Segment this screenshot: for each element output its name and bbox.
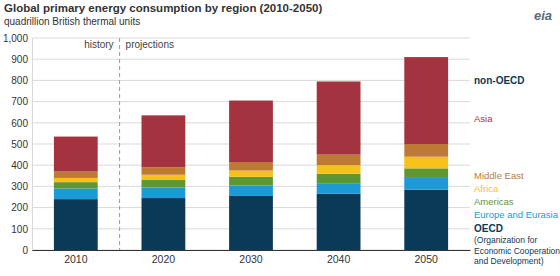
legend-entry: Asia bbox=[474, 113, 493, 124]
y-tick: 500 bbox=[11, 139, 32, 150]
bar bbox=[142, 115, 186, 167]
y-tick-label: 400 bbox=[11, 160, 28, 171]
bar bbox=[142, 180, 186, 187]
y-tick: 100 bbox=[11, 224, 32, 235]
y-tick-label: 200 bbox=[11, 202, 28, 213]
bar bbox=[142, 187, 186, 198]
y-axis-line bbox=[32, 39, 33, 251]
period-label: history bbox=[84, 39, 113, 50]
y-tick: 700 bbox=[11, 96, 32, 107]
x-tick-label: 2050 bbox=[415, 253, 439, 265]
x-tick: 2030 bbox=[239, 250, 263, 265]
bar bbox=[142, 175, 186, 180]
bar bbox=[404, 178, 448, 190]
bar bbox=[317, 194, 361, 250]
logo: eia bbox=[534, 8, 552, 23]
x-axis-line bbox=[33, 250, 471, 251]
legend: non-OECD OECD(Organization forEconomic Co… bbox=[474, 75, 560, 266]
bar bbox=[54, 182, 98, 188]
x-tick: 2050 bbox=[415, 250, 439, 265]
bar bbox=[54, 199, 98, 250]
chart: Global primary energy consumption by reg… bbox=[0, 0, 560, 276]
y-tick-label: 500 bbox=[11, 139, 28, 150]
bar bbox=[317, 155, 361, 166]
x-tick: 2020 bbox=[152, 250, 176, 265]
series bbox=[54, 190, 448, 250]
bar bbox=[404, 144, 448, 157]
bar bbox=[317, 165, 361, 173]
y-tick-label: 0 bbox=[22, 245, 28, 256]
y-tick: 1,000 bbox=[3, 33, 32, 44]
legend-entry: Africa bbox=[474, 183, 499, 194]
bar bbox=[229, 162, 273, 170]
bar bbox=[404, 57, 448, 144]
x-tick: 2010 bbox=[64, 250, 88, 265]
series bbox=[54, 57, 448, 171]
y-tick-label: 300 bbox=[11, 181, 28, 192]
bar bbox=[54, 189, 98, 200]
bar bbox=[229, 185, 273, 196]
bar bbox=[317, 183, 361, 194]
legend-entry: Americas bbox=[474, 196, 514, 207]
x-axis: 2010 2020 2030 2040 2050 bbox=[33, 250, 471, 265]
bars bbox=[54, 57, 448, 250]
subtitle: quadrillion British thermal units bbox=[4, 16, 140, 27]
legend-entry: Europe and Eurasia bbox=[474, 209, 559, 220]
period-divider bbox=[119, 38, 120, 250]
legend-note: Economic Cooperation bbox=[474, 246, 560, 256]
bar bbox=[229, 101, 273, 162]
y-tick-label: 600 bbox=[11, 118, 28, 129]
y-tick: 800 bbox=[11, 75, 32, 86]
legend-entry: OECD bbox=[474, 223, 503, 234]
grid bbox=[32, 38, 470, 250]
x-tick-label: 2020 bbox=[152, 253, 176, 265]
bar bbox=[229, 171, 273, 177]
bar bbox=[54, 137, 98, 172]
bar bbox=[404, 168, 448, 178]
y-tick-label: 100 bbox=[11, 224, 28, 235]
bar bbox=[317, 174, 361, 184]
y-tick: 0 bbox=[22, 245, 32, 256]
y-tick-label: 700 bbox=[11, 96, 28, 107]
x-tick-label: 2040 bbox=[327, 253, 351, 265]
legend-entry: Middle East bbox=[474, 170, 524, 181]
y-tick: 200 bbox=[11, 202, 32, 213]
y-tick: 300 bbox=[11, 181, 32, 192]
y-tick-label: 900 bbox=[11, 54, 28, 65]
y-tick-label: 800 bbox=[11, 75, 28, 86]
bar bbox=[142, 167, 186, 174]
bar bbox=[54, 178, 98, 182]
x-tick: 2040 bbox=[327, 250, 351, 265]
x-tick-label: 2010 bbox=[64, 253, 88, 265]
period-label: projections bbox=[126, 39, 174, 50]
legend-note: (Organization for bbox=[474, 235, 537, 245]
series bbox=[54, 168, 448, 188]
legend-note: and Development) bbox=[474, 256, 544, 266]
y-tick: 400 bbox=[11, 160, 32, 171]
bar bbox=[229, 196, 273, 250]
bar bbox=[404, 157, 448, 169]
bar bbox=[229, 177, 273, 185]
title: Global primary energy consumption by reg… bbox=[4, 2, 322, 14]
y-axis: 0 100 200 300 400 500 600 700 800 900 1,000 bbox=[3, 33, 33, 256]
x-tick-label: 2030 bbox=[239, 253, 263, 265]
bar bbox=[54, 172, 98, 178]
legend-group-label: non-OECD bbox=[474, 75, 525, 86]
y-tick: 600 bbox=[11, 118, 32, 129]
y-tick-label: 1,000 bbox=[3, 33, 28, 44]
bar bbox=[142, 198, 186, 250]
bar bbox=[404, 190, 448, 250]
y-tick: 900 bbox=[11, 54, 32, 65]
bar bbox=[317, 81, 361, 154]
